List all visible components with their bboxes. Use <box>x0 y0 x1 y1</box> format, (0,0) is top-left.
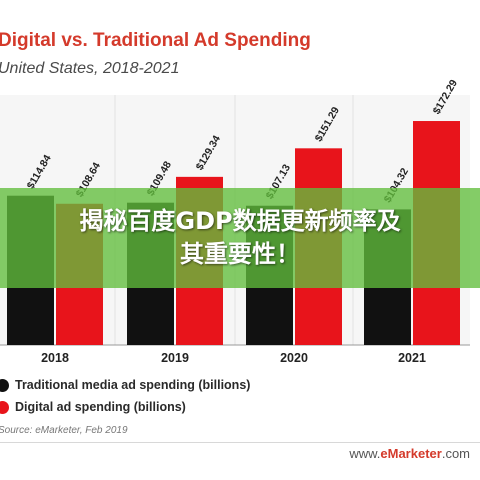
brand-suffix: .com <box>441 446 470 461</box>
legend-swatch-traditional <box>0 378 9 392</box>
brand-logo: www.eMarketer.com <box>349 446 470 461</box>
chart-title: Digital vs. Traditional Ad Spending <box>0 30 311 51</box>
overlay-text-line-1: 揭秘百度GDP数据更新频率及 <box>79 207 401 235</box>
legend-label-digital: Digital ad spending (billions) <box>15 400 186 414</box>
x-tick-2021: 2021 <box>398 351 426 365</box>
legend-item-traditional: Traditional media ad spending (billions) <box>0 374 250 396</box>
footer-divider <box>0 442 480 443</box>
chart-legend: Traditional media ad spending (billions)… <box>0 374 250 418</box>
overlay-text-line-2: 其重要性！ <box>180 240 300 268</box>
overlay-banner: 揭秘百度GDP数据更新频率及 其重要性！ <box>0 188 480 288</box>
brand-accent: eMarketer <box>380 446 442 461</box>
source-note: Source: eMarketer, Feb 2019 <box>0 425 128 436</box>
legend-swatch-digital <box>0 400 9 414</box>
brand-prefix: www. <box>349 446 381 461</box>
chart-subtitle: United States, 2018-2021 <box>0 60 180 77</box>
x-tick-2018: 2018 <box>41 351 69 365</box>
x-tick-2019: 2019 <box>161 351 189 365</box>
bar-chart: $114.84 $108.642018$109.48$129.342019$107… <box>0 78 470 365</box>
legend-label-traditional: Traditional media ad spending (billions) <box>15 378 251 392</box>
x-tick-2020: 2020 <box>280 351 308 365</box>
legend-item-digital: Digital ad spending (billions) <box>0 396 250 418</box>
